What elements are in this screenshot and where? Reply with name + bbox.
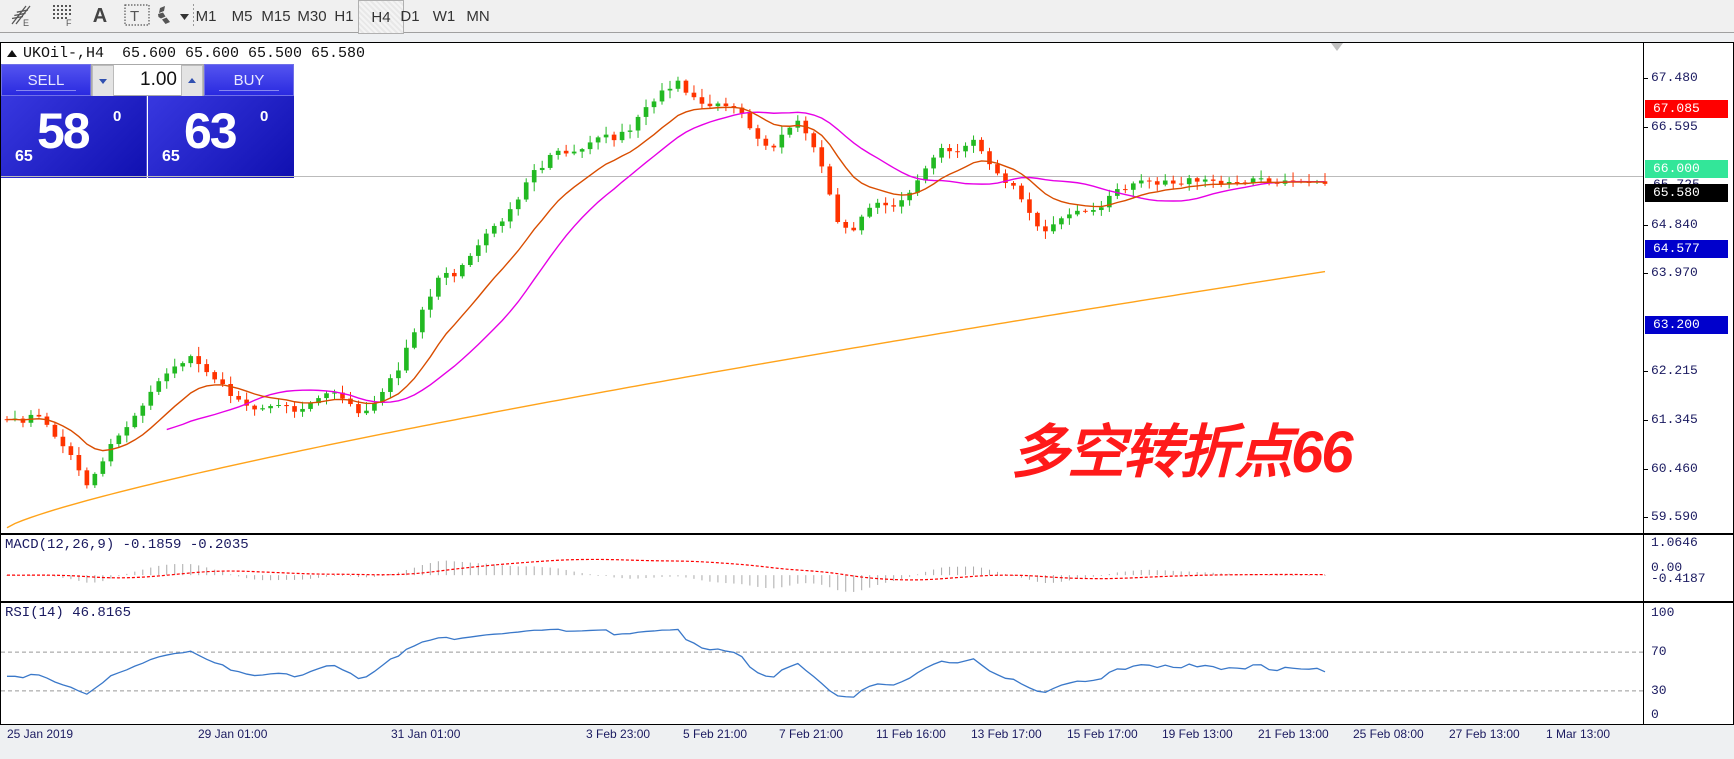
svg-text:T: T bbox=[130, 8, 139, 25]
svg-text:E: E bbox=[23, 18, 29, 27]
svg-text:F: F bbox=[66, 18, 72, 27]
